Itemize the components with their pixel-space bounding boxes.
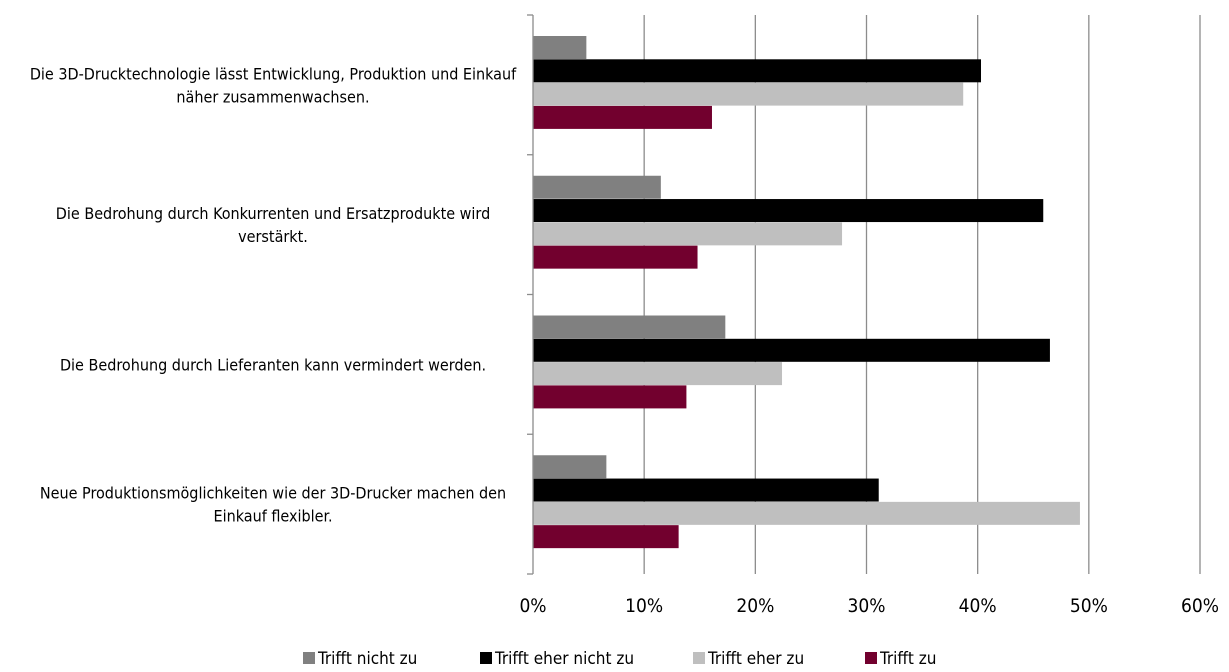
x-tick-label: 10% <box>625 595 663 617</box>
x-tick-label: 30% <box>848 595 886 617</box>
bar <box>533 478 879 502</box>
legend-item: Trifft eher nicht zu <box>480 649 634 669</box>
bar <box>533 455 607 479</box>
bars <box>533 36 1080 549</box>
bar <box>533 175 661 199</box>
bar <box>533 59 982 83</box>
x-tick-label: 0% <box>519 595 546 617</box>
bar <box>533 222 843 246</box>
x-tick-label: 20% <box>736 595 774 617</box>
category-label: Neue Produktionsmöglichkeiten wie der 3D… <box>40 484 506 503</box>
legend-item: Trifft eher zu <box>693 649 804 669</box>
legend: Trifft nicht zu Trifft eher nicht zu Triff… <box>303 649 936 669</box>
category-label: Die Bedrohung durch Konkurrenten und Ers… <box>56 204 490 223</box>
category-label: näher zusammenwachsen. <box>176 87 369 106</box>
legend-item: Trifft nicht zu <box>303 649 417 669</box>
y-axis <box>527 14 534 575</box>
bar <box>533 385 687 409</box>
legend-swatch <box>303 652 315 664</box>
x-axis-labels: 0% 10% 20% 30% 40% 50% 60% <box>519 595 1219 617</box>
bar <box>533 199 1044 223</box>
legend-label: Trifft zu <box>879 649 936 668</box>
legend-item: Trifft zu <box>865 649 936 669</box>
bar <box>533 105 712 129</box>
legend-swatch <box>693 652 705 664</box>
bar <box>533 315 726 339</box>
legend-swatch <box>480 652 492 664</box>
category-label: Die 3D-Drucktechnologie lässt Entwicklun… <box>30 64 517 83</box>
bar <box>533 82 964 106</box>
bar <box>533 362 783 386</box>
category-label: verstärkt. <box>238 227 308 246</box>
x-tick-label: 50% <box>1070 595 1108 617</box>
legend-swatch <box>865 652 877 664</box>
legend-label: Trifft eher zu <box>707 649 804 668</box>
bar <box>533 525 679 549</box>
category-label: Einkauf flexibler. <box>213 507 332 526</box>
bar <box>533 245 698 269</box>
bar <box>533 501 1080 525</box>
bar <box>533 338 1050 362</box>
legend-label: Trifft eher nicht zu <box>494 649 634 668</box>
category-label: Die Bedrohung durch Lieferanten kann ver… <box>60 355 486 374</box>
legend-label: Trifft nicht zu <box>317 649 417 668</box>
x-tick-label: 40% <box>959 595 997 617</box>
category-labels: Die 3D-Drucktechnologie lässt Entwicklun… <box>30 64 517 525</box>
bar <box>533 36 587 59</box>
x-tick-label: 60% <box>1181 595 1219 617</box>
